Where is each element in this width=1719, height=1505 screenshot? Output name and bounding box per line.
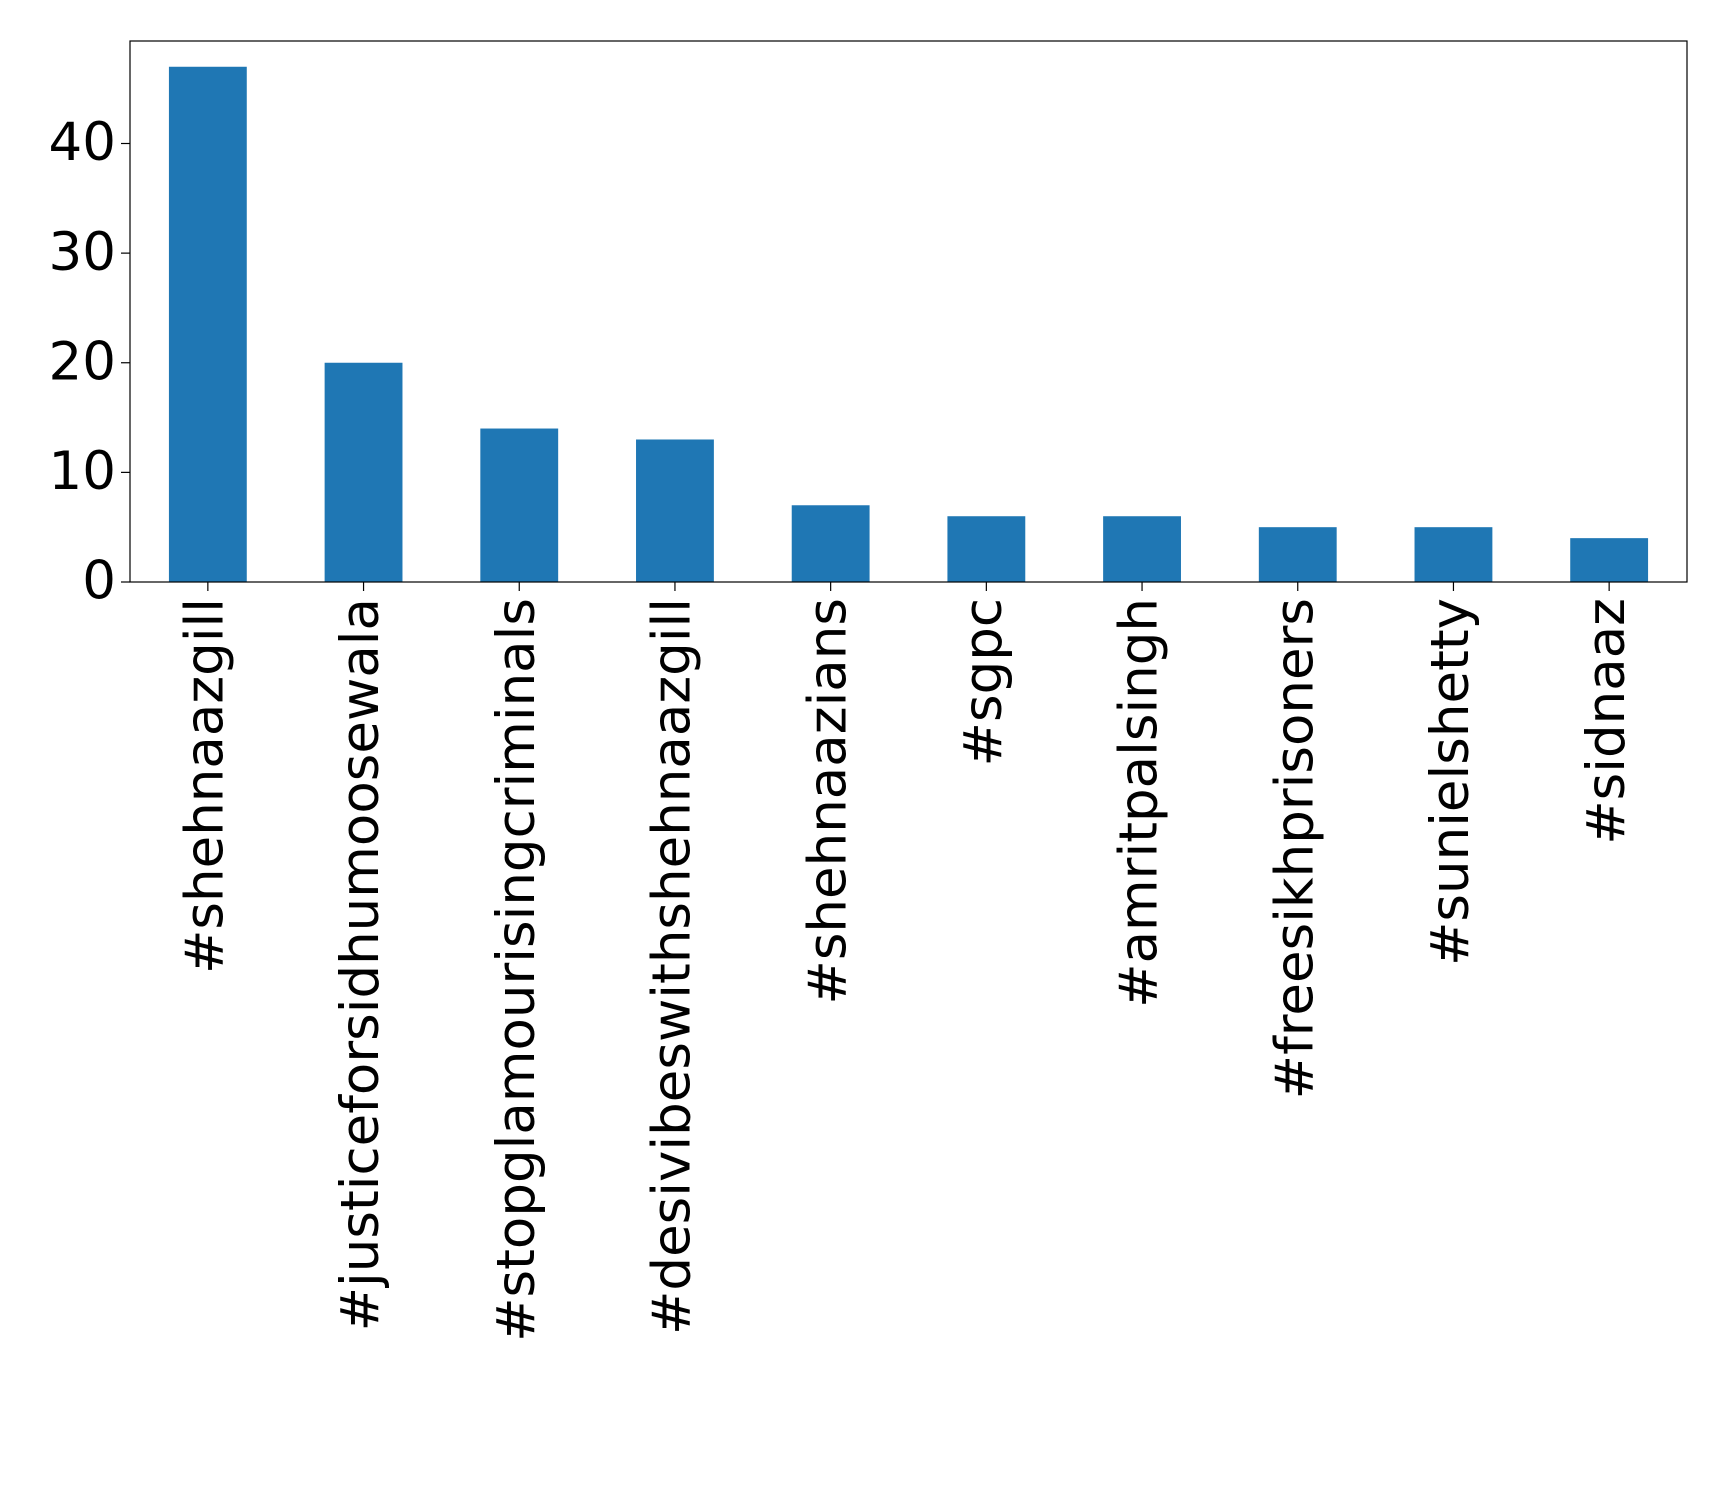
bar [1103, 516, 1181, 582]
bar [1414, 527, 1493, 582]
x-tick-label: #desivibeswithshehnaazgill [642, 598, 703, 1335]
bar [324, 362, 403, 582]
y-tick-label: 0 [82, 551, 116, 612]
bar [636, 439, 714, 582]
x-tick-label: #sidnaaz [1576, 598, 1637, 845]
y-tick-label: 40 [49, 112, 116, 173]
x-tick-label: #sunielshetty [1420, 598, 1481, 966]
plot-frame [129, 40, 1688, 583]
x-tick-label: #freesikhprisoners [1264, 598, 1325, 1099]
x-tick-label: #sgpc [953, 598, 1014, 766]
x-tick-label: #shehnaazgill [174, 598, 235, 974]
bar [1258, 527, 1337, 582]
y-tick-label: 30 [49, 222, 116, 283]
bar [480, 428, 559, 582]
x-tick-label: #justiceforsidhumoosewala [330, 598, 391, 1331]
x-tick-label: #amritpalsingh [1109, 598, 1170, 1008]
x-tick-label: #stopglamourisingcriminals [486, 598, 547, 1342]
x-tick-label: #shehnaazians [797, 598, 858, 1005]
y-tick-label: 20 [49, 331, 116, 392]
bar [1570, 538, 1649, 582]
y-tick-label: 10 [49, 441, 116, 502]
bar [947, 516, 1026, 582]
bar [791, 505, 870, 582]
bar [168, 66, 247, 582]
